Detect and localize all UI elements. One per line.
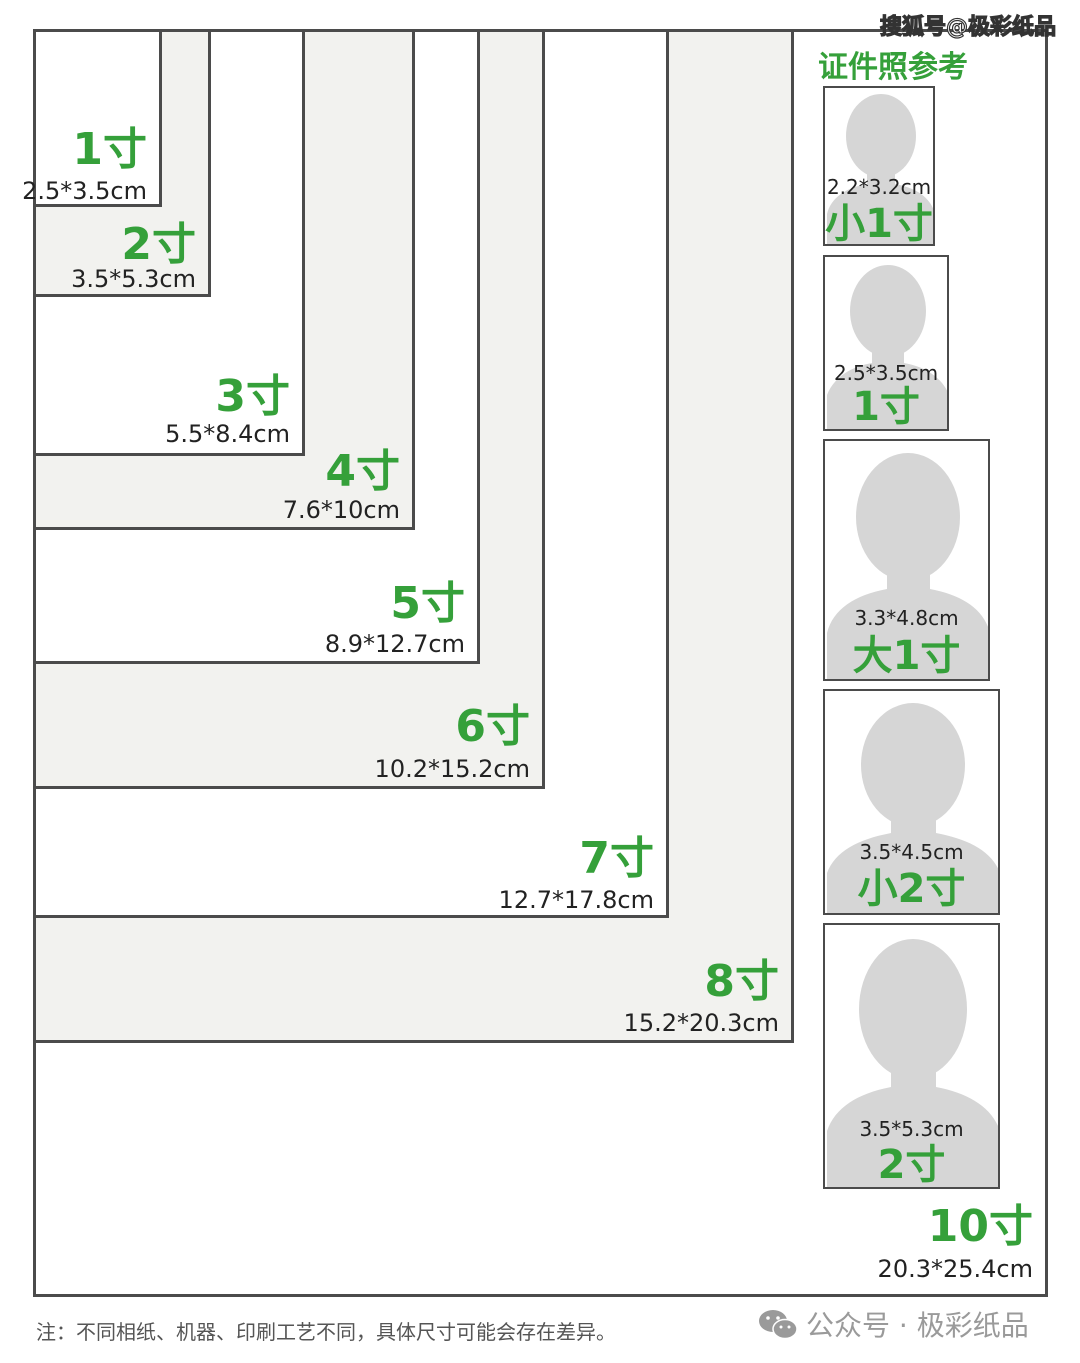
size-name: 3寸: [215, 371, 290, 422]
size-dims: 10.2*15.2cm: [374, 755, 530, 783]
size-name: 7寸: [579, 833, 654, 884]
size-dims: 20.3*25.4cm: [877, 1255, 1033, 1283]
size-name: 6寸: [455, 701, 530, 752]
size-name: 10寸: [927, 1201, 1033, 1252]
id-photo-large-1-inch: 3.3*4.8cm 大1寸: [823, 439, 990, 681]
id-photo-small-2-inch: 3.5*4.5cm 小2寸: [823, 689, 1000, 915]
person-silhouette-icon: [827, 939, 998, 1187]
size-dims: 2.5*3.5cm: [22, 177, 147, 205]
size-name: 4寸: [325, 446, 400, 497]
person-silhouette-icon: [827, 703, 998, 913]
footer-note: 注：不同相纸、机器、印刷工艺不同，具体尺寸可能会存在差异。: [36, 1320, 616, 1344]
size-name: 8寸: [704, 956, 779, 1007]
id-photo-1-inch: 2.5*3.5cm 1寸: [823, 255, 949, 431]
id-photo-name: 2寸: [877, 1142, 946, 1188]
size-dims: 3.5*5.3cm: [71, 265, 196, 293]
wechat-icon: [759, 1310, 798, 1340]
footer-brand: 公众号 · 极彩纸品: [758, 1304, 1029, 1344]
id-photo-reference-title: 证件照参考: [818, 50, 968, 85]
id-photo-name: 大1寸: [852, 633, 961, 679]
size-dims: 8.9*12.7cm: [324, 630, 465, 658]
id-photo-dims: 2.2*3.2cm: [826, 175, 932, 199]
id-photo-2-inch: 3.5*5.3cm 2寸: [823, 923, 1000, 1189]
size-dims: 5.5*8.4cm: [165, 420, 290, 448]
footer-brand-text: 公众号 · 极彩纸品: [806, 1309, 1029, 1342]
id-photo-small-1-inch: 2.2*3.2cm 小1寸: [823, 86, 935, 246]
size-dims: 12.7*17.8cm: [498, 886, 654, 914]
id-photo-dims: 3.5*4.5cm: [859, 840, 964, 864]
size-dims: 15.2*20.3cm: [623, 1009, 779, 1037]
person-silhouette-icon: [827, 265, 947, 429]
id-photo-dims: 3.5*5.3cm: [859, 1117, 964, 1141]
id-photo-dims: 2.5*3.5cm: [833, 361, 939, 385]
size-name: 1寸: [72, 124, 147, 175]
id-photo-name: 1寸: [852, 384, 920, 430]
id-photo-name: 小1寸: [825, 201, 933, 246]
person-silhouette-icon: [827, 94, 933, 244]
person-silhouette-icon: [827, 453, 988, 679]
size-name: 2寸: [121, 219, 196, 270]
size-dims: 7.6*10cm: [282, 496, 400, 524]
watermark-top: 搜狐号@极彩纸品: [879, 14, 1057, 40]
id-photo-dims: 3.3*4.8cm: [854, 606, 959, 630]
frame-1-inch: 1寸 2.5*3.5cm: [22, 29, 162, 207]
id-photo-name: 小2寸: [857, 866, 966, 912]
size-name: 5寸: [390, 578, 465, 629]
